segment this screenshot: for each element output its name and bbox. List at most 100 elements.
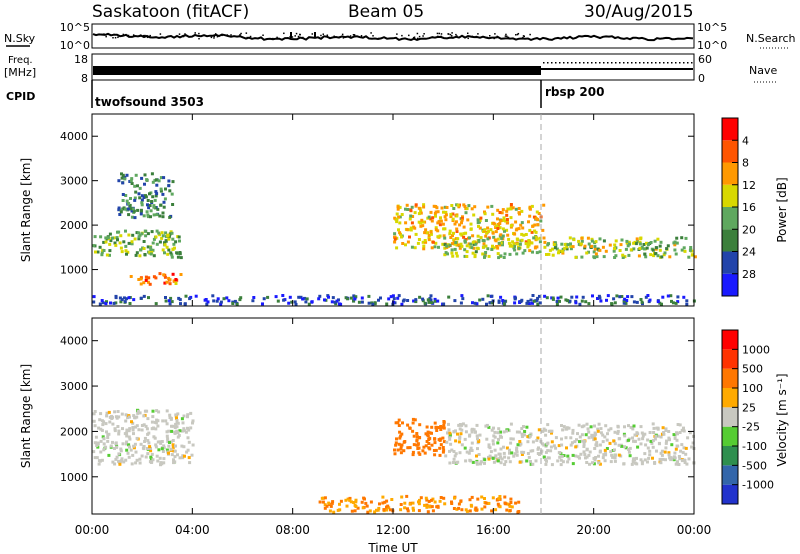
data-cell [648,449,652,453]
data-cell [161,450,165,453]
data-cell [397,418,401,422]
data-cell [648,431,652,434]
data-cell [593,437,597,441]
data-cell [137,235,141,239]
nave-dot [591,62,593,64]
data-cell [676,423,680,426]
data-cell [680,236,684,240]
data-cell [395,437,398,441]
data-cell [180,429,184,433]
data-cell [470,246,474,250]
data-cell [125,428,129,432]
data-cell [528,434,532,438]
data-cell [460,217,464,221]
data-cell [623,445,627,449]
data-cell [330,501,334,505]
data-cell [453,242,457,246]
data-cell [93,424,97,428]
data-cell [592,462,596,466]
data-cell [116,425,120,428]
nave-dot [571,62,573,64]
data-cell [468,434,471,438]
data-cell [680,459,684,463]
noise-right-tick-top: 10^5 [697,21,727,34]
data-cell [118,241,122,245]
data-cell [515,450,519,454]
noise-dot [127,34,130,37]
data-cell [175,416,178,420]
data-cell [517,207,521,210]
data-cell [140,454,144,458]
data-cell [598,450,602,454]
data-cell [129,179,133,183]
noise-dot [299,33,301,36]
data-cell [401,242,405,245]
data-cell [497,437,500,441]
data-cell [627,240,631,244]
data-cell [567,426,571,430]
data-cell [556,296,560,300]
data-cell [470,504,474,508]
data-cell [126,250,130,254]
data-cell [647,456,651,460]
data-cell [420,218,424,222]
data-cell [547,429,551,433]
colorbar-segment [722,251,738,274]
data-cell [530,241,534,245]
data-cell [434,241,438,245]
data-cell [565,427,569,431]
data-cell [172,242,176,246]
data-cell [492,246,496,250]
data-cell [614,239,618,243]
data-cell [182,427,186,431]
data-cell [646,243,650,247]
data-cell [125,440,129,444]
data-cell [156,424,160,428]
data-cell [594,240,598,244]
data-cell [412,443,416,447]
data-cell [644,295,648,299]
data-cell [429,498,433,502]
data-cell [664,446,668,450]
data-cell [162,446,166,450]
data-cell [452,207,456,210]
data-cell [398,430,402,434]
data-cell [186,415,189,419]
data-cell [124,413,128,417]
data-cell [544,450,548,454]
noise-dot [360,35,363,37]
data-cell [622,432,626,436]
data-cell [585,455,589,459]
data-cell [154,235,158,239]
data-cell [126,451,130,455]
data-cell [385,499,389,503]
nave-dot [551,62,553,64]
data-cell [597,461,601,465]
data-cell [543,240,547,244]
data-cell [411,429,415,433]
data-cell [455,254,459,258]
data-cell [439,219,443,223]
data-cell [187,440,191,444]
data-cell [113,462,117,466]
data-cell [167,451,170,455]
data-cell [146,439,150,443]
data-cell [450,204,454,207]
data-cell [113,429,117,433]
data-cell [412,434,416,438]
data-cell [100,428,104,432]
data-cell [475,246,479,250]
data-cell [490,204,494,208]
nave-dot [631,62,633,64]
data-cell [403,440,407,443]
data-cell [98,302,102,306]
noise-dot [333,35,335,38]
data-cell [535,298,539,302]
data-cell [659,451,663,455]
data-cell [349,500,353,504]
colorbar-tick-label: 16 [742,201,756,214]
noise-dot [438,32,441,35]
data-cell [609,450,613,454]
nave-dot [639,62,641,64]
data-cell [161,248,165,252]
